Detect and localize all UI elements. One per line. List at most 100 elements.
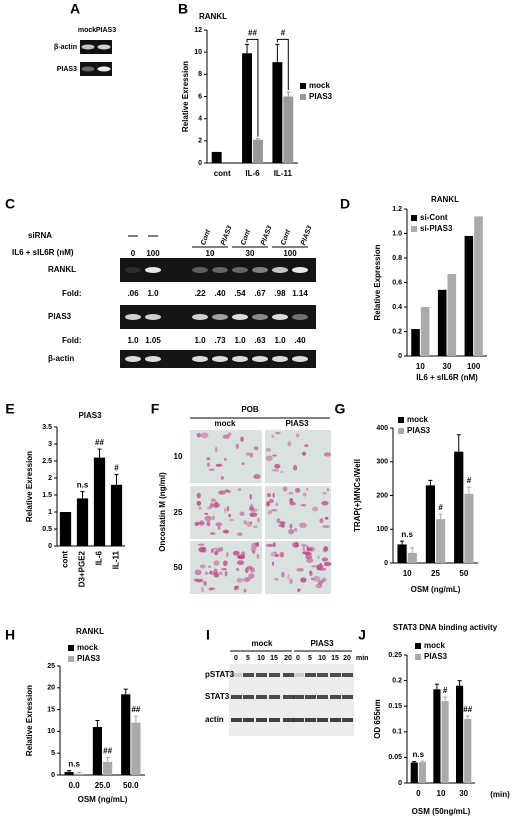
cell	[272, 492, 275, 498]
row-label: 50	[174, 563, 183, 572]
legend-swatch	[398, 417, 404, 423]
cell	[250, 514, 254, 518]
bracket	[246, 38, 259, 137]
cell	[198, 546, 206, 553]
cell	[312, 575, 321, 582]
column-label: mock	[215, 419, 236, 428]
annotation: #	[114, 464, 119, 473]
dose: 100	[283, 249, 297, 258]
legend-label: PIAS3	[424, 652, 448, 661]
cell	[295, 541, 299, 548]
annotation: #	[438, 503, 443, 512]
blot-band	[330, 673, 341, 677]
cell	[276, 518, 281, 524]
cell	[228, 513, 232, 518]
bar	[436, 519, 446, 563]
gel-band	[232, 267, 248, 273]
cell	[243, 520, 247, 525]
legend-swatch	[300, 94, 306, 100]
error-bar	[457, 680, 462, 686]
gel-band	[272, 267, 288, 273]
panel-letter: A	[70, 1, 80, 17]
cell	[274, 463, 281, 469]
legend-swatch	[415, 643, 421, 649]
legend-swatch	[68, 656, 74, 662]
bar	[464, 235, 474, 356]
gel-band	[252, 267, 268, 273]
x-tick-label: 100	[467, 362, 481, 371]
chart-title: RANKL	[431, 195, 459, 204]
blot-band	[342, 673, 353, 677]
cell	[224, 457, 227, 461]
cell	[215, 463, 223, 467]
fold-value: 1.0	[274, 336, 286, 345]
cell	[236, 560, 245, 566]
gel-band	[252, 356, 268, 362]
time-label: 15	[331, 655, 339, 662]
blot-band	[231, 718, 242, 722]
fold-value: 1.0	[234, 336, 246, 345]
gel-band	[212, 267, 228, 273]
cell	[248, 506, 254, 511]
gel-band	[145, 267, 161, 273]
error-bar	[466, 486, 471, 494]
cell	[308, 546, 316, 552]
y-tick-label: 0.05	[388, 754, 402, 761]
bar	[131, 722, 141, 775]
fold-value: .54	[234, 289, 246, 298]
cell	[200, 432, 209, 439]
fold-value: .40	[214, 289, 226, 298]
y-label: Relative Expression	[373, 244, 382, 320]
gel-band	[97, 44, 111, 50]
bar	[410, 762, 418, 783]
x-tick-label: 10	[403, 569, 412, 578]
x-tick-label: cont	[214, 169, 231, 178]
error-bar	[275, 43, 280, 63]
row-label: 25	[174, 508, 183, 517]
time-label: 0	[296, 655, 300, 662]
cell	[279, 521, 286, 525]
bar	[447, 273, 457, 356]
panel-letter: I	[206, 627, 210, 643]
y-tick-label: 200	[376, 492, 388, 499]
cell	[218, 490, 226, 495]
blot-band	[305, 718, 316, 722]
panel-letter: J	[358, 627, 366, 643]
cell	[297, 588, 302, 591]
chart-title: RANKL	[199, 12, 227, 21]
fold-value: .40	[294, 336, 306, 345]
x-tick-label: 0	[416, 789, 421, 798]
gel	[80, 40, 112, 54]
fold-label: Fold:	[62, 289, 82, 298]
y-tick-label: 0	[48, 543, 52, 550]
panel-letter: D	[340, 196, 350, 212]
y-tick-label: 1.5	[42, 492, 52, 499]
cell	[296, 567, 304, 572]
cell	[203, 581, 207, 586]
x-label: OSM (50ng/mL)	[412, 807, 471, 816]
annotation: n.s	[77, 481, 89, 490]
y-tick-label: 0.4	[392, 304, 402, 311]
cell	[287, 441, 292, 447]
dose: 100	[146, 249, 160, 258]
panel-letter: F	[151, 401, 160, 417]
cell	[280, 470, 284, 474]
gel-band	[272, 356, 288, 362]
chart-title: STAT3 DNA binding activity	[393, 623, 498, 632]
cell	[243, 588, 247, 593]
error-bar	[123, 688, 128, 695]
gel-band	[81, 66, 95, 72]
gel-band	[232, 356, 248, 362]
gel-band	[145, 314, 161, 320]
time-label: 5	[308, 655, 312, 662]
error-bar	[67, 770, 72, 772]
legend-label: si-Cont	[420, 213, 448, 222]
cell	[209, 502, 214, 508]
time-label: 20	[284, 655, 292, 662]
cell	[199, 520, 205, 526]
dose: 0	[131, 249, 136, 258]
y-tick-label: 0.25	[388, 652, 402, 659]
cell	[274, 553, 280, 557]
cell	[222, 529, 229, 534]
legend-label: mock	[309, 81, 330, 90]
